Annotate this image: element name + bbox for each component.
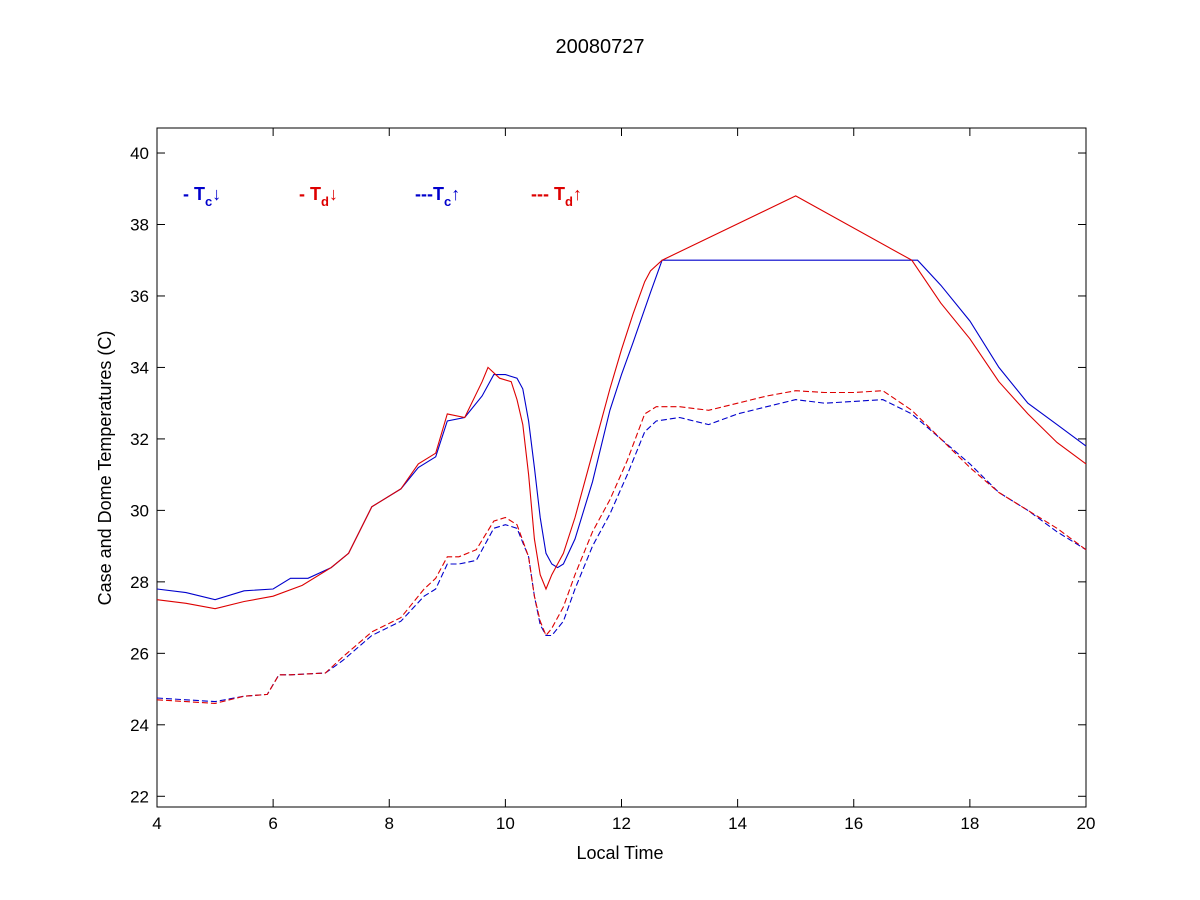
- series-line-3: [156, 399, 1087, 703]
- y-tick-label: 22: [130, 787, 149, 806]
- legend-entry-prefix: - T: [299, 184, 321, 204]
- y-tick-label: 40: [130, 144, 149, 163]
- legend-entry-prefix: ---T: [415, 184, 444, 204]
- y-tick-label: 32: [130, 430, 149, 449]
- legend: - Tc↓ - Td↓ ---Tc↑ --- Td↑: [183, 184, 582, 209]
- series-line-2: [156, 195, 1087, 610]
- legend-entry-subscript: c: [205, 194, 212, 209]
- x-tick-label: 12: [612, 814, 631, 833]
- legend-entry-1: - Tc↓: [183, 184, 221, 209]
- axes-box: [156, 127, 1087, 808]
- y-tick-label: 28: [130, 573, 149, 592]
- plot-area: 4 6 8 10 12 14 16 18 20 22 24 26 28 30 32 34 36 38 40: [130, 127, 1095, 833]
- x-tick-label: 16: [844, 814, 863, 833]
- chart-title: 20080727: [556, 36, 645, 58]
- legend-entry-subscript: c: [444, 194, 451, 209]
- y-tick-label: 26: [130, 644, 149, 663]
- axis-ticks: 4 6 8 10 12 14 16 18 20 22 24 26 28 30 32 34 36 38 40: [130, 128, 1095, 833]
- y-tick-label: 38: [130, 215, 149, 234]
- x-tick-label: 14: [728, 814, 747, 833]
- legend-entry-arrow: ↑: [573, 184, 582, 204]
- x-tick-label: 6: [268, 814, 277, 833]
- legend-entry-arrow: ↑: [451, 184, 460, 204]
- x-axis-label: Local Time: [576, 843, 663, 863]
- legend-entry-3: ---Tc↑: [415, 184, 460, 209]
- x-tick-label: 4: [152, 814, 161, 833]
- legend-entry-arrow: ↓: [329, 184, 338, 204]
- legend-entry-arrow: ↓: [212, 184, 221, 204]
- x-tick-label: 20: [1077, 814, 1096, 833]
- y-axis-label: Case and Dome Temperatures (C): [95, 331, 115, 606]
- legend-entry-subscript: d: [565, 194, 573, 209]
- x-tick-label: 18: [960, 814, 979, 833]
- legend-entry-4: --- Td↑: [531, 184, 582, 209]
- legend-entry-prefix: - T: [183, 184, 205, 204]
- y-tick-label: 34: [130, 358, 149, 377]
- x-tick-label: 8: [385, 814, 394, 833]
- y-tick-label: 36: [130, 287, 149, 306]
- series-layer: [156, 195, 1087, 704]
- series-line-4: [156, 390, 1087, 704]
- legend-entry-2: - Td↓: [299, 184, 338, 209]
- legend-entry-prefix: --- T: [531, 184, 565, 204]
- x-tick-label: 10: [496, 814, 515, 833]
- y-tick-label: 24: [130, 716, 149, 735]
- y-tick-label: 30: [130, 501, 149, 520]
- legend-entry-subscript: d: [321, 194, 329, 209]
